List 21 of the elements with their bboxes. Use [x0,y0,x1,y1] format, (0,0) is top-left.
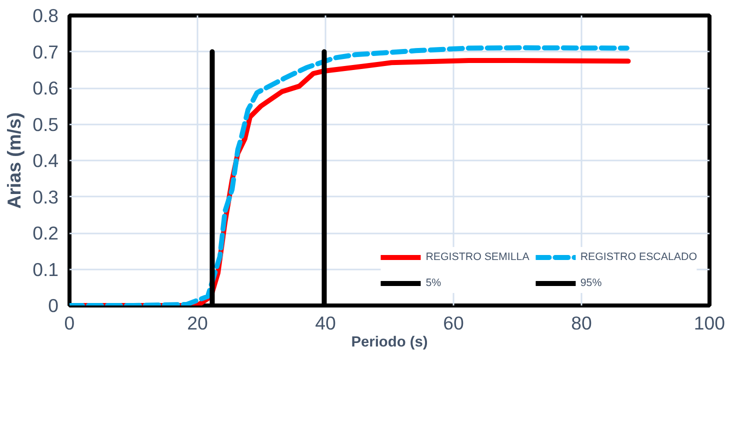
y-tick-label: 0.4 [32,150,59,171]
y-tick-label: 0.2 [32,222,59,244]
x-tick-label: 100 [694,312,726,334]
legend-label: 5% [426,277,442,289]
legend-label: REGISTRO ESCALADO [580,251,697,263]
y-tick-label: 0.3 [32,186,59,208]
x-tick-label: 20 [187,312,208,334]
x-tick-label: 40 [315,312,336,334]
y-axis-title: Arias (m/s) [4,112,25,209]
x-tick-label: 0 [64,312,75,334]
x-tick-label: 60 [443,312,464,334]
x-axis-title: Periodo (s) [351,334,428,350]
y-tick-label: 0 [48,295,59,316]
legend-label: 95% [580,277,602,289]
y-tick-label: 0.7 [32,41,59,62]
y-tick-label: 0.8 [32,5,59,26]
y-tick-label: 0.6 [32,78,59,98]
y-tick-label: 0.5 [32,114,59,135]
y-tick-label: 0.1 [32,258,59,280]
x-tick-label: 80 [571,312,592,334]
legend-label: REGISTRO SEMILLA [426,251,530,263]
